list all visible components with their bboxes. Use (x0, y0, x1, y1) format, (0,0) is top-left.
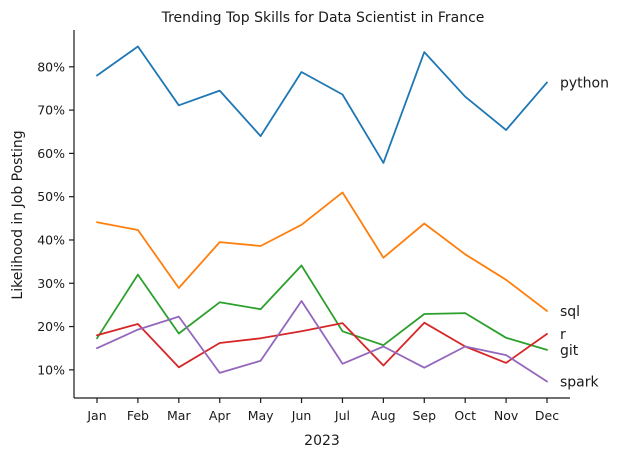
series-label-sql: sql (560, 304, 580, 320)
x-tick-label: Nov (494, 408, 519, 423)
x-tick-label: May (248, 408, 274, 423)
y-tick-label: 40% (37, 232, 65, 247)
y-tick-label: 70% (37, 103, 65, 118)
x-tick-label: Feb (127, 408, 149, 423)
series-label-git: git (560, 343, 579, 359)
x-tick-label: Dec (535, 408, 559, 423)
y-axis-label: Likelihood in Job Posting (10, 130, 26, 299)
x-tick-label: Mar (167, 408, 191, 423)
y-tick-label: 20% (37, 319, 65, 334)
plot-area: Jan Feb Mar Apr May Jun Jul Aug Sep Oct Nov Dec 10% 2… (37, 30, 609, 423)
series-line-sql (96, 191, 548, 312)
series-label-python: python (560, 75, 609, 91)
x-tick-label: Jun (291, 408, 312, 423)
x-tick-label: Jan (86, 408, 106, 423)
x-tick-label: Jul (334, 408, 350, 423)
x-axis-label: 2023 (304, 433, 340, 449)
series-line-spark (96, 300, 548, 383)
x-tick-label: Apr (209, 408, 231, 423)
chart-title: Trending Top Skills for Data Scientist i… (161, 10, 485, 26)
x-tick-label: Sep (412, 408, 436, 423)
series-line-git (96, 264, 548, 351)
series-label-spark: spark (560, 375, 600, 391)
y-tick-label: 80% (37, 59, 65, 74)
y-tick-label: 60% (37, 146, 65, 161)
series-line-python (96, 45, 548, 164)
y-tick-label: 50% (37, 189, 65, 204)
x-tick-label: Aug (371, 408, 395, 423)
series-line-r (96, 321, 548, 369)
y-tick-label: 30% (37, 276, 65, 291)
y-tick-label: 10% (37, 362, 65, 377)
x-tick-label: Oct (454, 408, 476, 423)
series-label-r: r (560, 327, 566, 343)
